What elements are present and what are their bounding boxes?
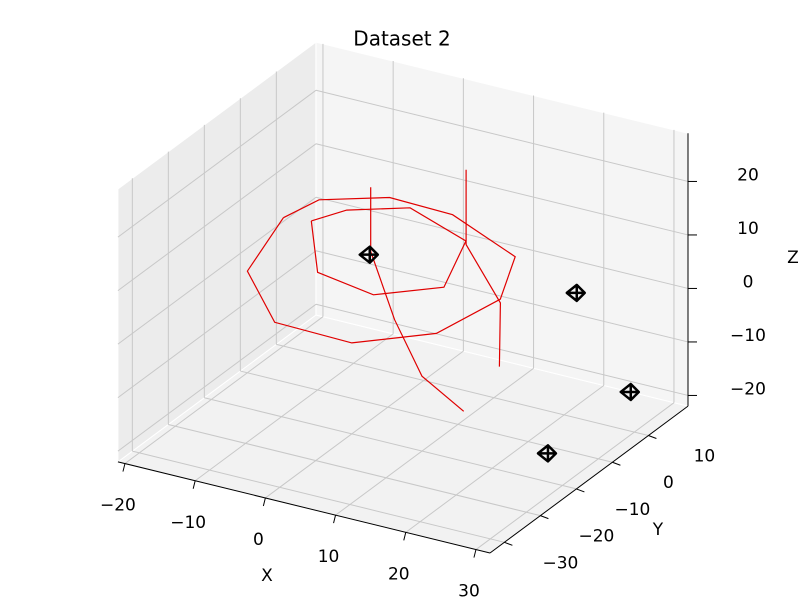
y-tick-label: 0 [663,473,674,493]
camera [619,382,641,402]
grid-line [315,250,689,343]
x-tick [403,532,407,541]
grid-line [315,196,689,289]
x-tick-label: 20 [388,564,410,584]
z-tick-label: 0 [743,272,754,292]
x-axis-line [117,461,491,554]
x-tick-label: −20 [100,496,136,516]
grid-line [335,367,534,516]
grid-line [475,402,675,550]
grid-line [204,397,577,490]
x-tick-label: 30 [458,582,480,602]
y-tick [504,541,513,546]
trajectory [310,207,467,296]
z-tick-label: 20 [737,165,759,185]
grid-line [315,89,689,182]
grid-line [132,450,505,543]
x-tick [333,515,337,524]
chart-title: Dataset 2 [353,27,450,51]
trajectory [246,196,516,344]
y-tick-label: −10 [614,500,650,520]
grid-line [117,250,317,399]
y-axis-line [489,405,689,554]
x-tick-label: −10 [170,513,206,533]
grid-line [117,143,317,292]
y-tick [612,461,621,466]
grid-line [117,303,317,452]
x-tick [473,549,477,558]
camera [565,283,587,303]
x-tick-label: 10 [318,547,340,567]
z-axis-label: Z [787,248,799,268]
y-tick-label: −30 [542,553,578,573]
grid-line [276,343,649,437]
grid-line [124,316,324,464]
grid-line [194,333,394,482]
z-tick-label: −20 [730,379,766,399]
camera [358,245,380,264]
camera [536,444,558,463]
x-tick [262,497,266,507]
grid-line [265,350,464,499]
z-tick-label: −10 [730,326,766,346]
x-tick [122,463,126,472]
y-tick [648,435,657,439]
trajectory [370,187,465,412]
y-tick-label: 10 [694,447,716,467]
x-tick-label: 0 [253,530,264,550]
y-tick [576,488,585,493]
grid-line [117,89,317,238]
y-axis-label: Y [652,520,664,540]
y-tick-label: −20 [578,527,614,547]
grid-line [315,303,689,396]
x-axis-label: X [261,566,273,586]
grid-line [168,423,541,517]
y-tick [540,515,549,520]
x-tick [192,480,196,489]
trajectory [465,169,502,367]
grid-line [315,143,689,236]
grid-line [405,385,605,533]
grid-line [117,196,317,345]
z-tick-label: 10 [737,219,759,239]
